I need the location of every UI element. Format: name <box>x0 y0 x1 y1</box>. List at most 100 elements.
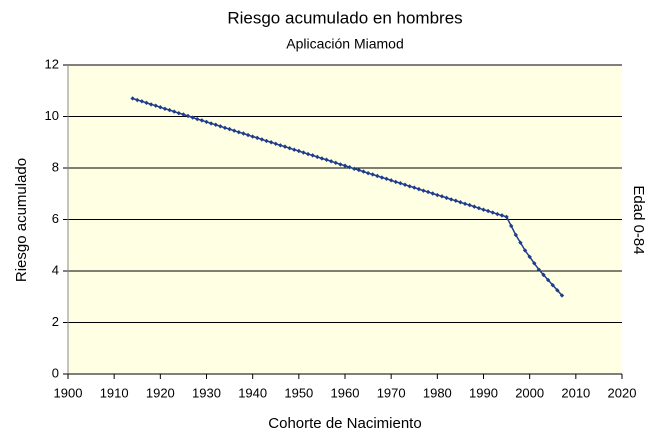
marker <box>167 107 172 113</box>
marker <box>148 102 154 107</box>
marker <box>255 135 260 141</box>
marker <box>476 205 482 211</box>
marker <box>384 176 389 182</box>
x-tick-label: 1990 <box>469 385 498 400</box>
x-tick-label: 1910 <box>100 385 129 400</box>
marker <box>305 151 311 157</box>
x-tick-label: 1920 <box>146 385 175 400</box>
marker <box>245 132 251 138</box>
marker <box>509 223 514 229</box>
chart-subtitle: Aplicación Miamod <box>286 36 404 52</box>
marker <box>222 125 228 131</box>
y-tick-label: 0 <box>52 365 59 380</box>
x-axis-label: Cohorte de Nacimiento <box>268 415 421 432</box>
marker <box>504 214 509 220</box>
y-tick-label: 12 <box>45 56 59 71</box>
marker <box>402 182 408 187</box>
x-tick-label: 1950 <box>284 385 313 400</box>
marker <box>282 144 288 149</box>
marker <box>195 116 200 122</box>
marker <box>458 200 463 205</box>
marker <box>218 124 223 129</box>
marker <box>185 113 191 119</box>
y-tick-label: 8 <box>52 159 59 174</box>
marker <box>324 157 329 162</box>
marker <box>541 272 546 278</box>
marker <box>398 180 403 186</box>
marker <box>310 153 315 158</box>
x-tick-label: 1960 <box>331 385 360 400</box>
marker <box>292 147 297 152</box>
chart-title: Riesgo acumulado en hombres <box>227 8 462 27</box>
x-tick-label: 1930 <box>192 385 221 400</box>
marker <box>453 198 458 203</box>
marker <box>412 185 417 190</box>
marker <box>130 96 135 101</box>
marker <box>208 121 214 126</box>
marker <box>472 204 477 209</box>
marker <box>467 202 472 208</box>
y-axis-label: Riesgo acumulado <box>13 158 30 282</box>
marker <box>522 248 528 253</box>
marker <box>393 179 398 185</box>
marker <box>213 122 218 127</box>
x-tick-label: 1970 <box>377 385 406 400</box>
y-tick-label: 6 <box>52 211 59 226</box>
marker <box>144 100 149 106</box>
marker <box>135 97 140 103</box>
marker <box>139 99 145 104</box>
marker <box>499 213 505 218</box>
marker <box>513 232 519 238</box>
marker <box>545 277 551 283</box>
marker <box>421 188 426 193</box>
annotation: Edad 0-84 <box>630 185 647 254</box>
marker <box>379 175 385 180</box>
marker <box>338 162 343 167</box>
marker <box>227 126 232 132</box>
marker <box>328 159 334 164</box>
marker <box>301 150 306 155</box>
marker <box>268 140 274 145</box>
marker <box>490 210 495 215</box>
marker <box>425 189 431 195</box>
marker <box>287 145 292 151</box>
marker <box>550 282 555 288</box>
y-tick-label: 10 <box>45 108 59 123</box>
line <box>132 97 563 296</box>
marker <box>232 128 237 133</box>
marker <box>296 148 302 154</box>
marker <box>444 195 449 201</box>
x-tick-label: 2000 <box>515 385 544 400</box>
marker <box>407 184 412 189</box>
marker <box>559 293 565 298</box>
marker <box>273 141 278 146</box>
marker <box>485 208 491 214</box>
marker <box>518 240 523 245</box>
marker <box>481 207 486 212</box>
marker <box>250 134 255 139</box>
marker <box>462 201 468 206</box>
marker <box>448 197 454 202</box>
marker <box>435 192 440 198</box>
marker <box>176 110 181 116</box>
marker <box>439 194 445 199</box>
marker <box>259 137 265 142</box>
x-tick-label: 2010 <box>561 385 590 400</box>
marker <box>278 143 283 148</box>
marker <box>361 169 366 174</box>
y-tick-label: 2 <box>52 314 59 329</box>
marker <box>495 211 500 217</box>
marker <box>555 288 560 293</box>
marker <box>162 106 168 111</box>
marker <box>370 172 375 177</box>
marker <box>527 254 532 260</box>
marker <box>190 115 195 120</box>
marker <box>204 119 209 125</box>
x-tick-label: 1980 <box>423 385 452 400</box>
marker <box>319 156 325 161</box>
marker <box>171 109 177 114</box>
marker <box>352 166 357 171</box>
x-tick-label: 2020 <box>608 385 637 400</box>
marker <box>241 131 246 136</box>
